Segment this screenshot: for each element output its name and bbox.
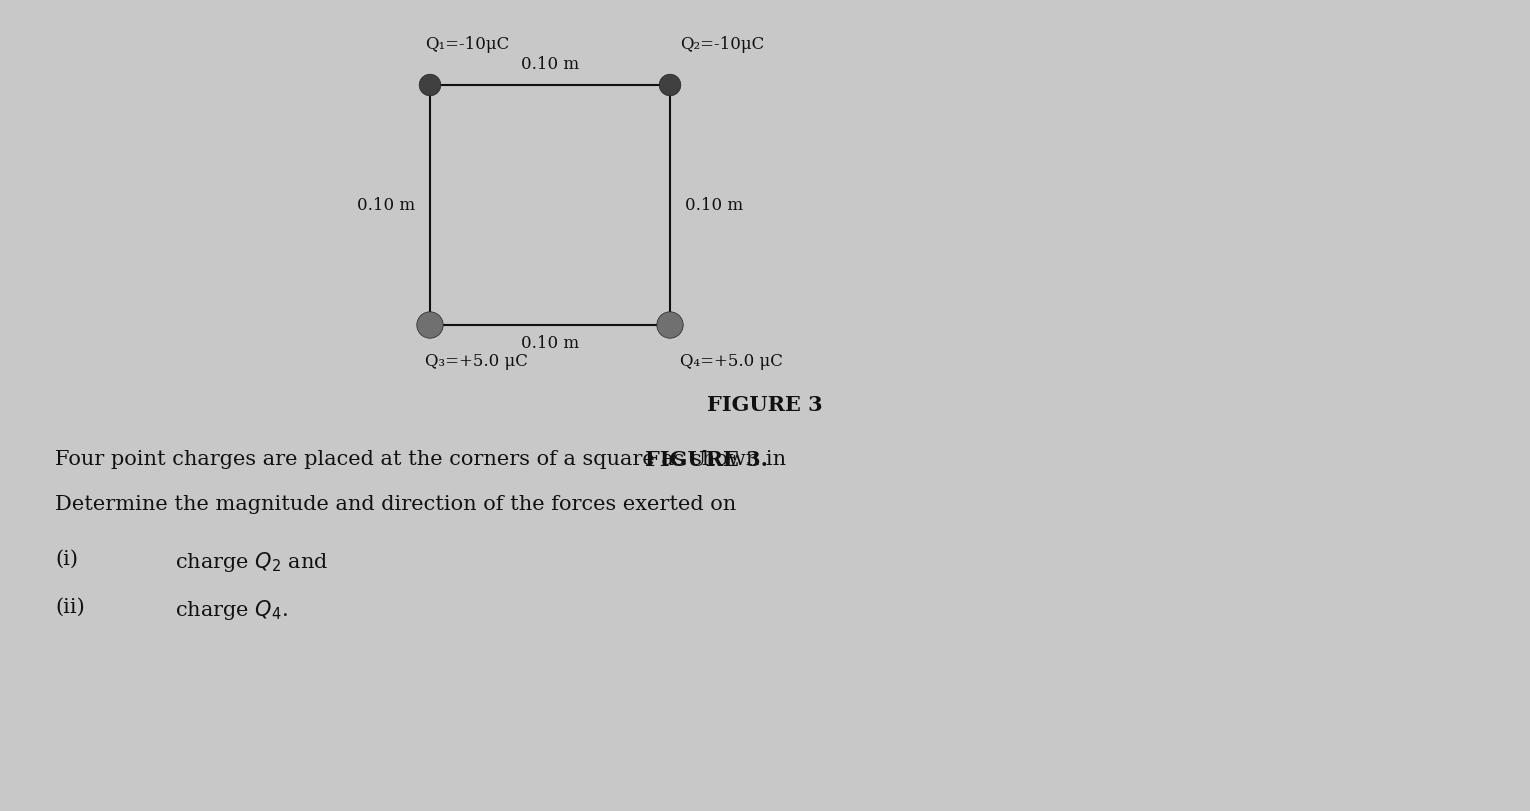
Text: Determine the magnitude and direction of the forces exerted on: Determine the magnitude and direction of… [55,495,736,514]
Circle shape [659,74,681,96]
Circle shape [656,311,684,338]
Text: charge $Q_2$ and: charge $Q_2$ and [174,550,329,574]
Text: 0.10 m: 0.10 m [685,196,744,213]
Text: Q₃=+5.0 μC: Q₃=+5.0 μC [425,353,528,370]
Text: (ii): (ii) [55,598,84,617]
Text: Q₁=-10μC: Q₁=-10μC [425,36,509,53]
Text: 0.10 m: 0.10 m [520,335,578,352]
Text: 0.10 m: 0.10 m [356,196,415,213]
Text: charge $Q_4$.: charge $Q_4$. [174,598,288,622]
Text: 0.10 m: 0.10 m [520,56,578,73]
Text: Q₂=-10μC: Q₂=-10μC [679,36,765,53]
Text: Q₄=+5.0 μC: Q₄=+5.0 μC [679,353,783,370]
Text: (i): (i) [55,550,78,569]
Text: FIGURE 3.: FIGURE 3. [646,450,768,470]
Circle shape [416,311,444,338]
Text: FIGURE 3: FIGURE 3 [707,395,823,415]
Circle shape [419,74,441,96]
Text: Four point charges are placed at the corners of a square as shown in: Four point charges are placed at the cor… [55,450,793,469]
